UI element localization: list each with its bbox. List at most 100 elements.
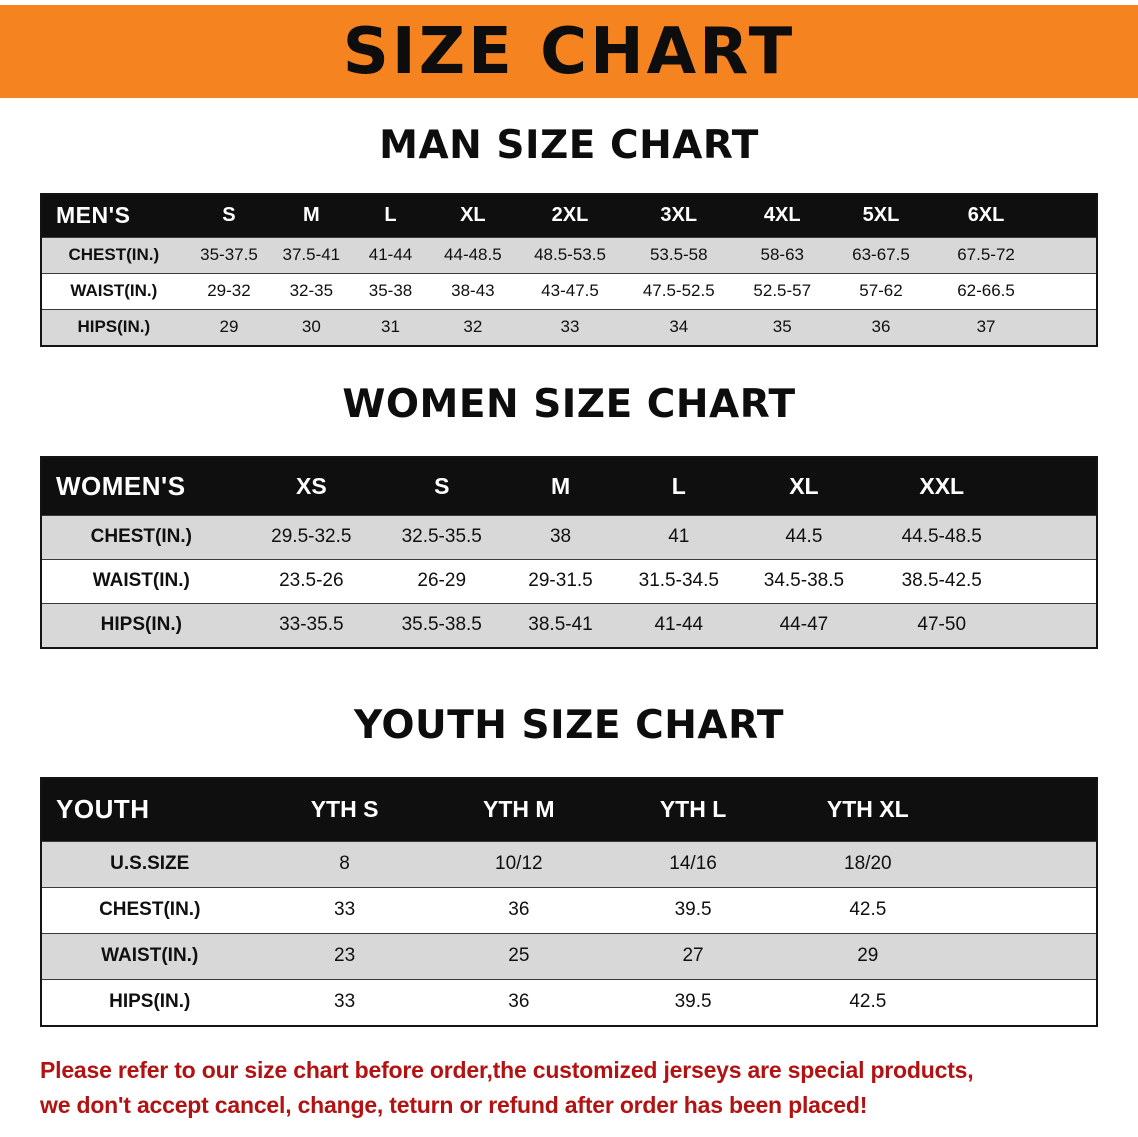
size-value-cell: 44.5-48.5 <box>869 514 1014 560</box>
size-column-header: 3XL <box>624 193 733 238</box>
measurement-row: U.S.SIZE 8 10/12 14/16 18/20 <box>41 840 1097 888</box>
size-value-cell: 37.5-41 <box>272 236 351 274</box>
size-column-header: L <box>619 456 738 516</box>
size-value-cell: 44.5 <box>737 514 870 560</box>
youth-section-heading: YOUTH SIZE CHART <box>354 702 784 748</box>
measurement-row: HIPS(IN.) 29 30 31 32 33 34 35 36 37 <box>41 308 1097 346</box>
measurement-row: CHEST(IN.) 29.5-32.5 32.5-35.5 38 41 44.5 44.5… <box>41 514 1097 560</box>
measurement-label-cell: HIPS(IN.) <box>41 978 258 1026</box>
size-value-cell: 47-50 <box>869 602 1014 648</box>
size-column-header: YTH M <box>431 777 606 842</box>
measurement-row: HIPS(IN.) 33 36 39.5 42.5 <box>41 978 1097 1026</box>
size-value-cell: 48.5-53.5 <box>515 236 625 274</box>
men-section-heading: MAN SIZE CHART <box>379 123 759 168</box>
size-value-cell: 25 <box>431 932 606 980</box>
size-value-cell: 36 <box>431 886 606 934</box>
size-value-cell: 38 <box>501 514 620 560</box>
size-value-cell: 34.5-38.5 <box>737 558 870 604</box>
size-value-cell: 33 <box>257 978 432 1026</box>
size-value-cell: 37 <box>930 308 1042 346</box>
disclaimer: Please refer to our size chart before or… <box>40 1053 1098 1124</box>
size-value-cell: 41-44 <box>350 236 431 274</box>
section-youth: YOUTH SIZE CHART YOUTH YTH S YTH M YTH L YTH… <box>40 702 1098 1027</box>
size-value-cell: 52.5-57 <box>732 272 832 310</box>
section-men: MAN SIZE CHART MEN'S S M L XL 2XL 3XL 4XL 5XL 6XL… <box>40 123 1098 347</box>
measurement-label-cell: HIPS(IN.) <box>41 602 241 648</box>
size-column-header: 4XL <box>732 193 832 238</box>
measurement-label-cell: CHEST(IN.) <box>41 886 258 934</box>
size-value-cell: 35-38 <box>350 272 431 310</box>
size-value-cell: 29 <box>780 932 956 980</box>
size-column-header: 2XL <box>515 193 625 238</box>
size-column-header: YTH S <box>257 777 432 842</box>
page-title: SIZE CHART <box>342 14 796 89</box>
measurement-label-cell: HIPS(IN.) <box>41 308 186 346</box>
size-value-cell: 36 <box>831 308 931 346</box>
table-title-cell: YOUTH <box>41 777 258 842</box>
size-column-header: M <box>501 456 620 516</box>
spacer-cell <box>955 932 1097 980</box>
content: MAN SIZE CHART MEN'S S M L XL 2XL 3XL 4XL 5XL 6XL… <box>40 123 1098 1124</box>
spacer-cell <box>1013 456 1097 516</box>
size-column-header: S <box>382 456 502 516</box>
size-value-cell: 41-44 <box>619 602 738 648</box>
size-value-cell: 67.5-72 <box>930 236 1042 274</box>
spacer-cell <box>955 978 1097 1026</box>
measurement-label-cell: CHEST(IN.) <box>41 236 186 274</box>
measurement-label-cell: WAIST(IN.) <box>41 272 186 310</box>
size-value-cell: 47.5-52.5 <box>624 272 733 310</box>
size-value-cell: 35 <box>732 308 832 346</box>
size-column-header: M <box>272 193 351 238</box>
size-value-cell: 42.5 <box>780 886 956 934</box>
size-column-header: XL <box>737 456 870 516</box>
size-value-cell: 35.5-38.5 <box>382 602 502 648</box>
spacer-cell <box>1042 193 1097 238</box>
size-column-header: L <box>350 193 431 238</box>
size-value-cell: 38.5-41 <box>501 602 620 648</box>
table-header-row: YOUTH YTH S YTH M YTH L YTH XL <box>41 777 1097 842</box>
disclaimer-line-1: Please refer to our size chart before or… <box>40 1056 974 1083</box>
measurement-label-cell: U.S.SIZE <box>41 840 258 888</box>
size-value-cell: 23.5-26 <box>240 558 383 604</box>
measurement-row: WAIST(IN.) 23.5-26 26-29 29-31.5 31.5-34.5 34… <box>41 558 1097 604</box>
size-column-header: S <box>185 193 273 238</box>
size-value-cell: 63-67.5 <box>831 236 931 274</box>
size-value-cell: 27 <box>605 932 781 980</box>
size-value-cell: 29-32 <box>185 272 273 310</box>
spacer-cell <box>1042 236 1097 274</box>
size-value-cell: 35-37.5 <box>185 236 273 274</box>
size-value-cell: 29-31.5 <box>501 558 620 604</box>
size-value-cell: 32.5-35.5 <box>382 514 502 560</box>
size-value-cell: 23 <box>257 932 432 980</box>
size-value-cell: 57-62 <box>831 272 931 310</box>
measurement-label-cell: CHEST(IN.) <box>41 514 241 560</box>
size-value-cell: 53.5-58 <box>624 236 733 274</box>
spacer-cell <box>1042 308 1097 346</box>
size-value-cell: 38.5-42.5 <box>869 558 1014 604</box>
spacer-cell <box>1042 272 1097 310</box>
measurement-label-cell: WAIST(IN.) <box>41 558 241 604</box>
size-value-cell: 18/20 <box>780 840 956 888</box>
spacer-cell <box>1013 558 1097 604</box>
measurement-row: CHEST(IN.) 35-37.5 37.5-41 41-44 44-48.5 48.5… <box>41 236 1097 274</box>
size-value-cell: 44-48.5 <box>430 236 516 274</box>
size-value-cell: 33 <box>515 308 625 346</box>
size-column-header: XL <box>430 193 516 238</box>
size-column-header: YTH L <box>605 777 781 842</box>
men-size-table: MEN'S S M L XL 2XL 3XL 4XL 5XL 6XL CHEST(IN.) 35-37… <box>40 192 1098 347</box>
table-header-row: MEN'S S M L XL 2XL 3XL 4XL 5XL 6XL <box>41 193 1097 238</box>
size-value-cell: 62-66.5 <box>930 272 1042 310</box>
size-value-cell: 30 <box>272 308 351 346</box>
size-column-header: XS <box>240 456 383 516</box>
size-value-cell: 36 <box>431 978 606 1026</box>
spacer-cell <box>955 886 1097 934</box>
size-value-cell: 10/12 <box>431 840 606 888</box>
size-value-cell: 14/16 <box>605 840 781 888</box>
women-section-heading: WOMEN SIZE CHART <box>342 381 796 427</box>
table-title-cell: WOMEN'S <box>41 456 241 516</box>
size-value-cell: 33 <box>257 886 432 934</box>
size-value-cell: 26-29 <box>382 558 502 604</box>
measurement-row: HIPS(IN.) 33-35.5 35.5-38.5 38.5-41 41-44 44-… <box>41 602 1097 648</box>
size-value-cell: 32 <box>430 308 516 346</box>
size-column-header: YTH XL <box>780 777 956 842</box>
